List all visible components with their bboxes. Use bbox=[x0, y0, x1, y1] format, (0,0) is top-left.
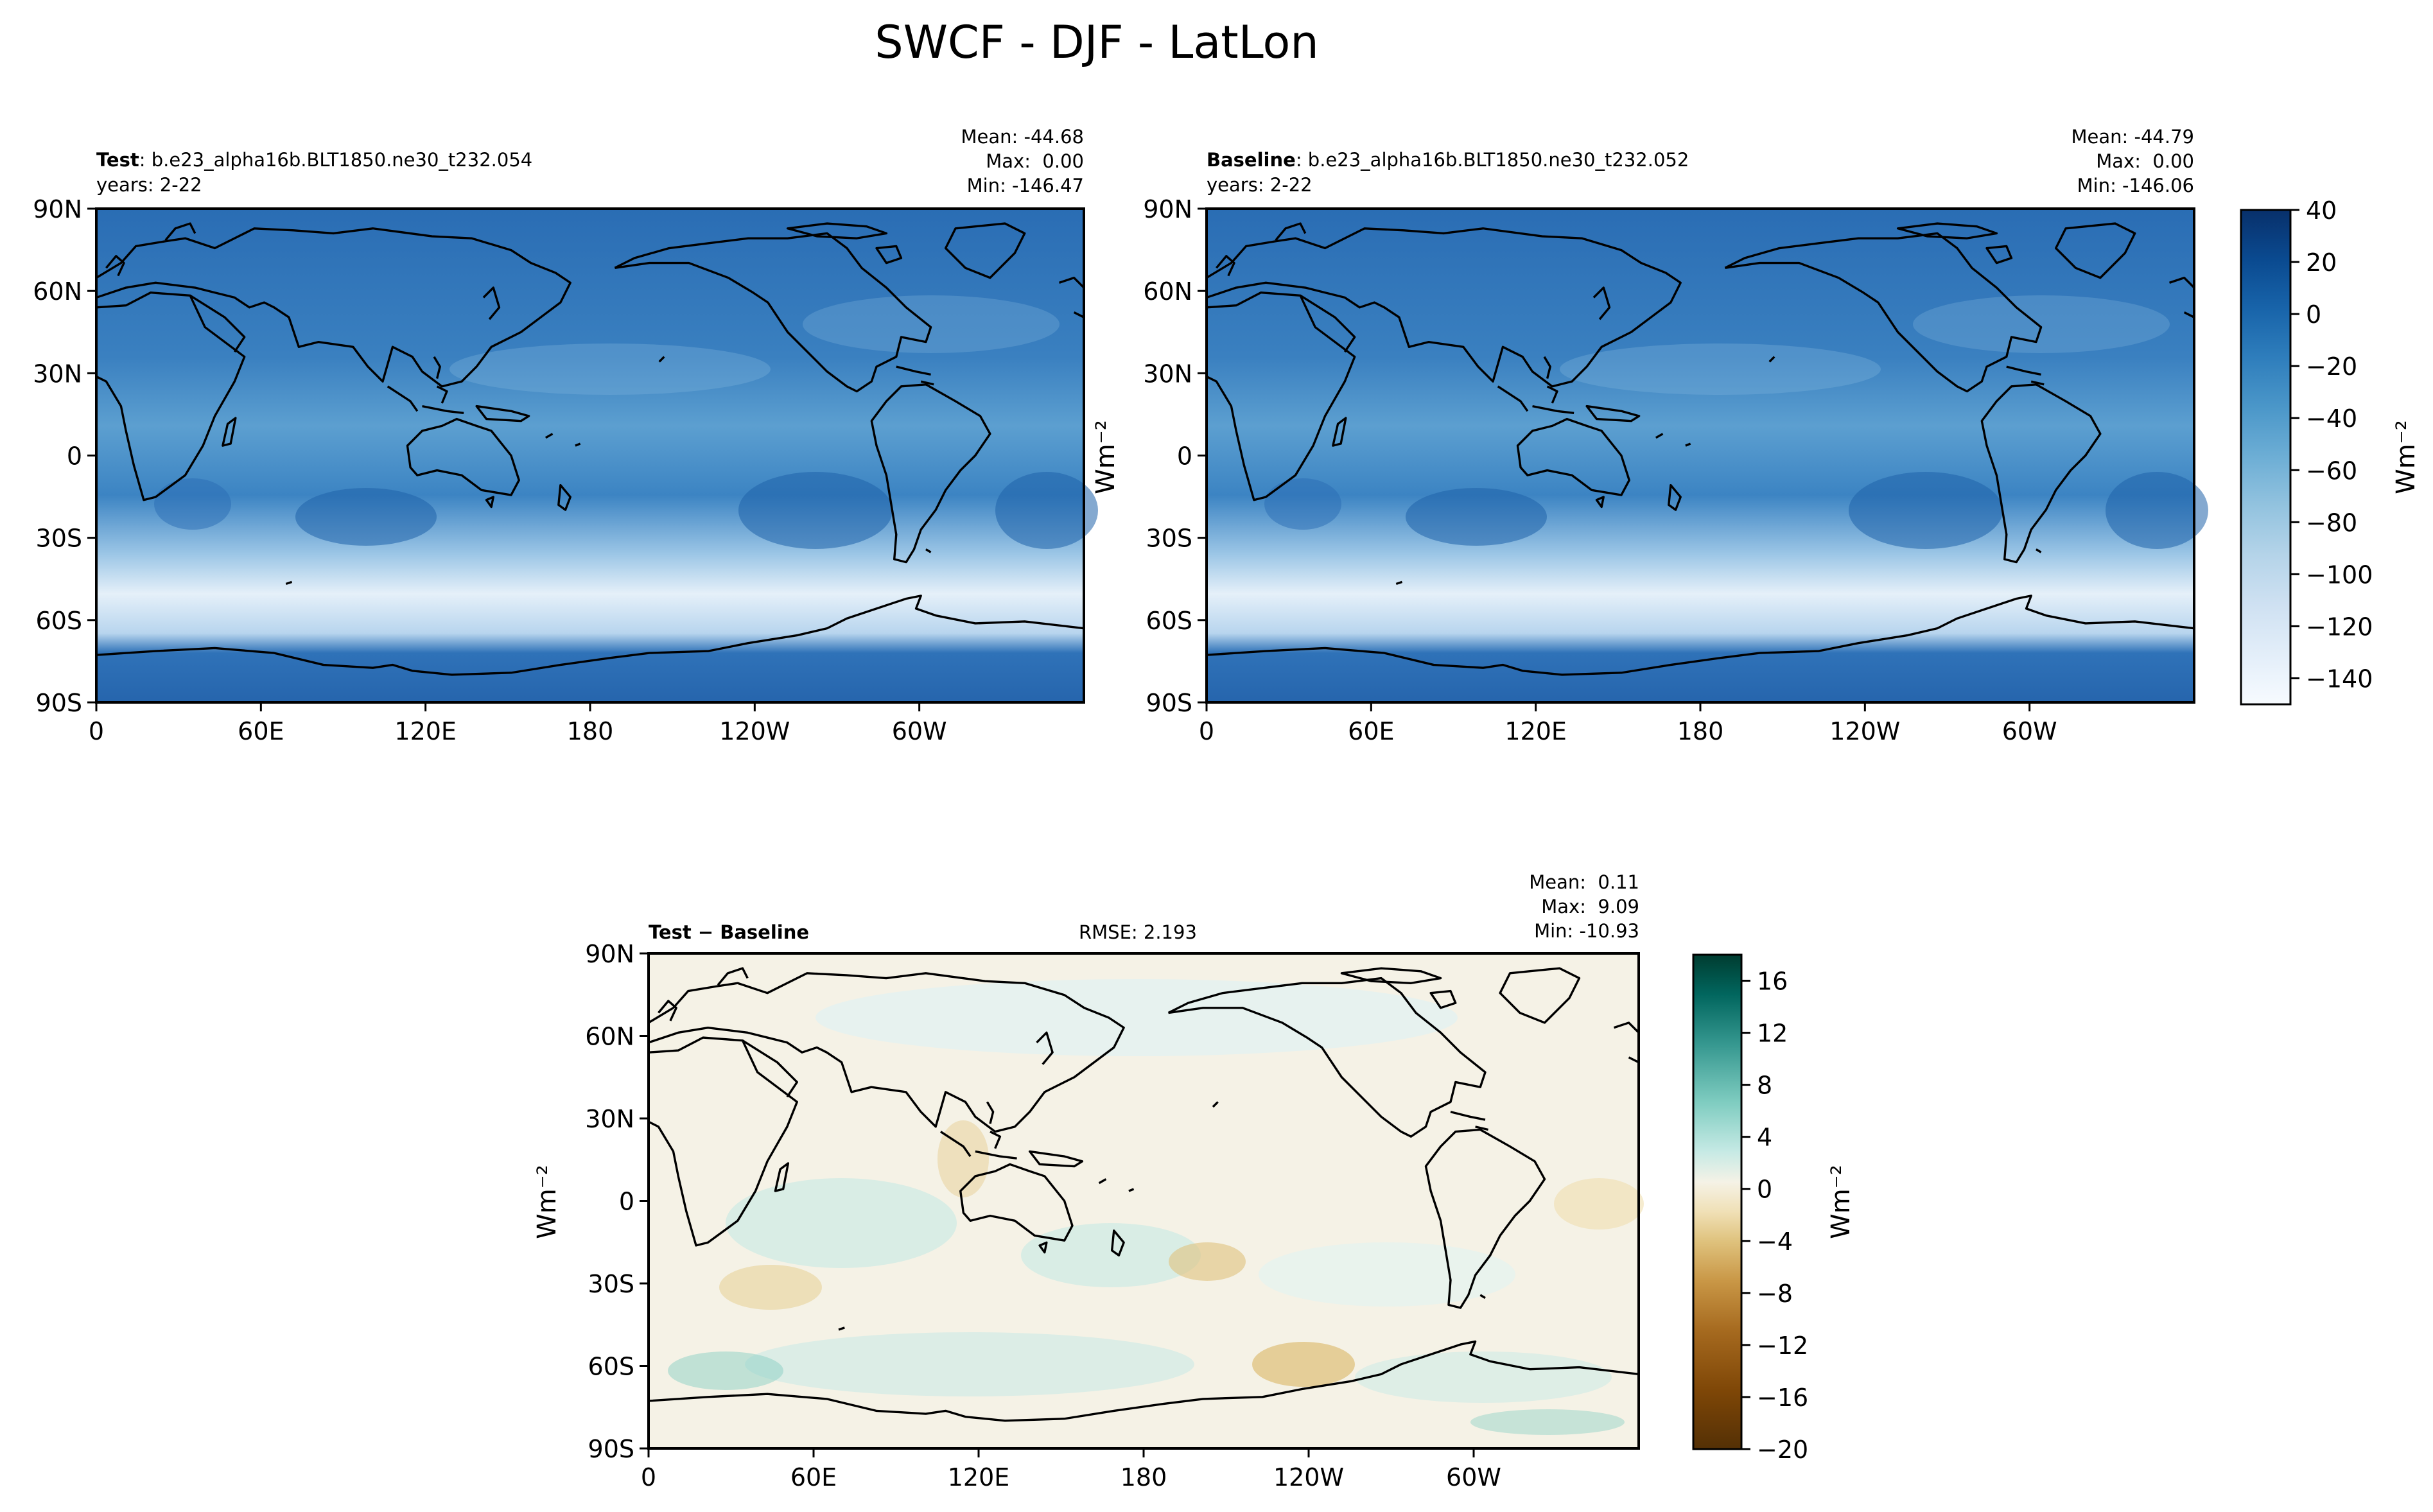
baseline-lon-label: 120E bbox=[1504, 717, 1567, 745]
diff-max: Max: 9.09 bbox=[1541, 896, 1639, 917]
test-min: Min: -146.47 bbox=[967, 175, 1084, 196]
colorbar-main-tick-label: −40 bbox=[2306, 404, 2357, 433]
diff-lat-label: 30N bbox=[585, 1105, 634, 1133]
test-lon-label: 60E bbox=[238, 717, 284, 745]
colorbar-diff-tick-label: −20 bbox=[1757, 1436, 1808, 1464]
test-lon-label: 0 bbox=[89, 717, 104, 745]
diff-panel bbox=[647, 952, 1644, 1450]
diff-lon-label: 120W bbox=[1273, 1463, 1344, 1491]
colorbar-main-gradient bbox=[2241, 210, 2290, 704]
diff-lat-label: 0 bbox=[619, 1188, 634, 1216]
test-mean: Mean: -44.68 bbox=[961, 126, 1085, 148]
colorbar-main-tick-label: −140 bbox=[2306, 665, 2373, 693]
baseline-lat-label: 30N bbox=[1143, 360, 1192, 388]
baseline-label-run: : b.e23_alpha16b.BLT1850.ne30_t232.052 bbox=[1296, 149, 1689, 171]
test-label-bold: Test bbox=[96, 149, 139, 171]
test-panel bbox=[95, 207, 1098, 704]
svg-text:Test: b.e23_alpha16b.BLT1850.n: Test: b.e23_alpha16b.BLT1850.ne30_t232.0… bbox=[96, 149, 532, 171]
test-lat-label: 90N bbox=[33, 195, 82, 223]
colorbar-main-tick-label: 40 bbox=[2306, 196, 2337, 225]
diff-lon-label: 120E bbox=[948, 1463, 1010, 1491]
colorbar-diff-tick-label: 16 bbox=[1757, 968, 1788, 996]
baseline-lat-label: 90S bbox=[1146, 689, 1192, 717]
colorbar-diff-tick-label: −4 bbox=[1757, 1228, 1793, 1256]
baseline-lon-label: 60E bbox=[1348, 717, 1394, 745]
test-label-run: : b.e23_alpha16b.BLT1850.ne30_t232.054 bbox=[139, 149, 532, 171]
middle-ylabel: Wm⁻² bbox=[1091, 420, 1121, 494]
baseline-lat-label: 60S bbox=[1146, 607, 1192, 635]
colorbar-main-label: Wm⁻² bbox=[2391, 420, 2421, 494]
test-lat-label: 30N bbox=[33, 360, 82, 388]
diff-lat-label: 90S bbox=[588, 1435, 634, 1463]
diff-map-features bbox=[668, 979, 1644, 1435]
colorbar-diff-tick-label: 8 bbox=[1757, 1072, 1772, 1100]
svg-text:Baseline: b.e23_alpha16b.BLT18: Baseline: b.e23_alpha16b.BLT1850.ne30_t2… bbox=[1207, 149, 1689, 171]
test-lon-label: 120E bbox=[394, 717, 457, 745]
diff-min: Min: -10.93 bbox=[1534, 920, 1639, 942]
colorbar-main-tick-label: −60 bbox=[2306, 456, 2357, 485]
colorbar-main-tick-label: −20 bbox=[2306, 352, 2357, 381]
test-lat-label: 60S bbox=[36, 607, 82, 635]
colorbar-main-tick-label: −120 bbox=[2306, 613, 2373, 641]
diff-lon-label: 60W bbox=[1446, 1463, 1501, 1491]
baseline-lat-label: 90N bbox=[1143, 195, 1192, 223]
test-lat-label: 0 bbox=[67, 442, 82, 471]
colorbar-main-tick-label: 20 bbox=[2306, 248, 2337, 277]
diff-lat-label: 60N bbox=[585, 1023, 634, 1051]
baseline-panel bbox=[1205, 207, 2208, 704]
colorbar-diff-tick-label: 12 bbox=[1757, 1020, 1788, 1048]
colorbar-main-tick-label: −80 bbox=[2306, 508, 2357, 537]
baseline-map-field bbox=[1207, 209, 2194, 702]
colorbar-diff-tick-label: −12 bbox=[1757, 1332, 1808, 1360]
test-map-features bbox=[154, 295, 1098, 549]
baseline-lon-label: 120W bbox=[1829, 717, 1900, 745]
baseline-lat-label: 0 bbox=[1177, 442, 1192, 471]
colorbar-diff-label: Wm⁻² bbox=[1826, 1165, 1856, 1239]
diff-lon-label: 0 bbox=[641, 1463, 656, 1491]
figure-title: SWCF - DJF - LatLon bbox=[875, 16, 1318, 69]
test-lat-label: 30S bbox=[36, 525, 82, 553]
baseline-max: Max: 0.00 bbox=[2096, 150, 2194, 172]
diff-label: Test − Baseline bbox=[649, 921, 809, 943]
baseline-map-features bbox=[1264, 295, 2208, 549]
test-lat-label: 60N bbox=[33, 277, 82, 306]
colorbar-diff-tick-label: −8 bbox=[1757, 1280, 1793, 1308]
colorbar-diff-tick-label: −16 bbox=[1757, 1384, 1808, 1412]
diff-lat-label: 60S bbox=[588, 1353, 634, 1381]
test-lat-label: 90S bbox=[36, 689, 82, 717]
diff-lat-label: 90N bbox=[585, 940, 634, 968]
baseline-lat-label: 30S bbox=[1146, 525, 1192, 553]
colorbar-main-tick-label: 0 bbox=[2306, 300, 2321, 329]
diff-lat-label: 30S bbox=[588, 1270, 634, 1298]
diff-lon-label: 60E bbox=[790, 1463, 837, 1491]
baseline-years: years: 2-22 bbox=[1207, 174, 1312, 196]
colorbar-main-tick-label: −100 bbox=[2306, 560, 2373, 589]
diff-rmse: RMSE: 2.193 bbox=[1079, 921, 1197, 943]
test-lon-label: 60W bbox=[892, 717, 947, 745]
colorbar-diff: 16 12 8 4 0 −4 −8 −12 −16 −20 bbox=[1692, 953, 1808, 1464]
colorbar-diff-gradient bbox=[1693, 955, 1741, 1449]
baseline-lon-label: 60W bbox=[2002, 717, 2057, 745]
colorbar-diff-tick-label: 4 bbox=[1757, 1124, 1772, 1152]
test-max: Max: 0.00 bbox=[986, 150, 1084, 172]
test-lon-label: 120W bbox=[719, 717, 790, 745]
diff-mean: Mean: 0.11 bbox=[1529, 871, 1639, 893]
baseline-lon-label: 0 bbox=[1199, 717, 1214, 745]
baseline-mean: Mean: -44.79 bbox=[2071, 126, 2195, 148]
test-map-field bbox=[96, 209, 1084, 702]
baseline-min: Min: -146.06 bbox=[2077, 175, 2194, 196]
colorbar-main: 40 20 0 −20 −40 −60 −80 −100 −120 −140 bbox=[2240, 196, 2373, 706]
colorbar-diff-tick-label: 0 bbox=[1757, 1176, 1772, 1204]
diff-ylabel: Wm⁻² bbox=[532, 1165, 562, 1239]
test-years: years: 2-22 bbox=[96, 174, 202, 196]
baseline-lon-label: 180 bbox=[1677, 717, 1724, 745]
diff-lon-label: 180 bbox=[1121, 1463, 1167, 1491]
baseline-label-bold: Baseline bbox=[1207, 149, 1296, 171]
test-lon-label: 180 bbox=[567, 717, 614, 745]
baseline-lat-label: 60N bbox=[1143, 277, 1192, 306]
